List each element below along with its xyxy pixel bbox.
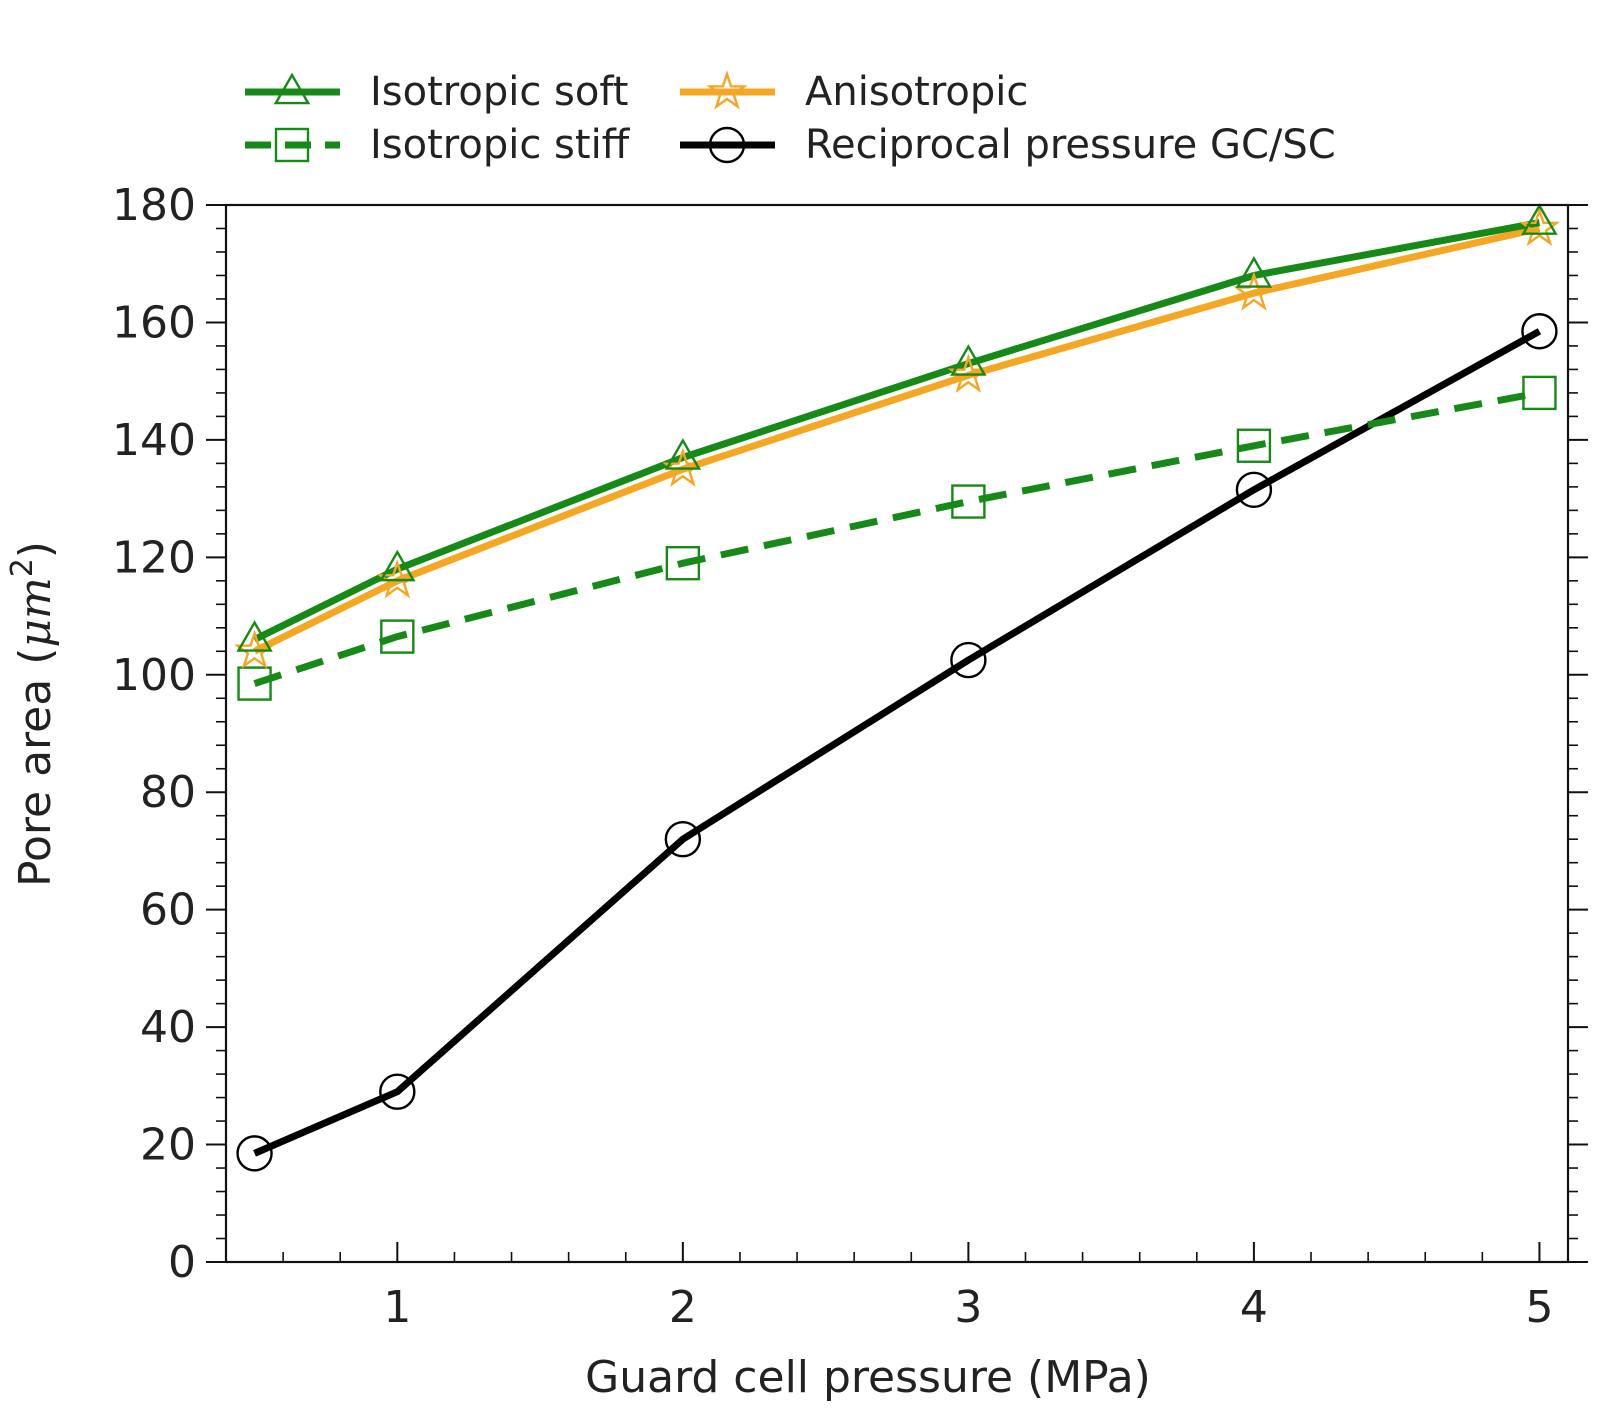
x-tick-label: 3 [954,1282,982,1333]
y-tick-label: 180 [112,180,196,231]
x-tick-label: 1 [383,1282,411,1333]
legend-label-isotropic-soft: Isotropic soft [370,69,628,115]
data-point-isotropic-stiff [1236,428,1272,463]
y-tick-label: 20 [140,1120,196,1171]
x-tick-label: 4 [1240,1282,1268,1333]
series-line-isotropic-soft [253,219,1541,643]
y-axis-label-exponent: 2 [5,558,40,577]
x-tick-label: 2 [669,1282,697,1333]
data-point-reciprocal-pressure-gc-sc [1235,471,1273,509]
plot-frame [224,203,1570,1264]
axes: 0 20 40 60 80 100 120 140 160 180 1 2 3 4 5 [112,180,1588,1333]
data-point-isotropic-soft [1521,203,1558,235]
x-axis-label: Guard cell pressure (MPa) [585,1352,1151,1403]
y-tick-label: 80 [140,767,196,818]
data-point-isotropic-soft [1235,256,1273,288]
data-point-reciprocal-pressure-gc-sc [379,1073,416,1110]
data-point-reciprocal-pressure-gc-sc [664,821,702,858]
data-point-isotropic-soft [236,620,273,652]
data-point-reciprocal-pressure-gc-sc [1521,313,1558,350]
data-point-isotropic-stiff [237,666,272,701]
data-point-isotropic-stiff [380,619,415,654]
y-tick-label: 40 [140,1002,196,1053]
data-point-isotropic-soft [950,344,987,376]
data-point-isotropic-stiff [665,546,701,581]
legend-entry-anisotropic: Anisotropic [680,69,1028,115]
y-tick-label: 160 [112,297,196,348]
y-tick-label: 100 [112,650,196,701]
legend-marker-reciprocal-pressure-gc-sc [708,126,746,164]
data-point-isotropic-stiff [951,484,986,519]
legend: Isotropic soft Isotropic stiff Anisotropic… [245,69,1336,168]
data-point-anisotropic [1518,206,1561,247]
y-axis-label-unit: μm [10,577,61,647]
legend-entry-reciprocal-pressure-gc-sc: Reciprocal pressure GC/SC [680,122,1336,168]
y-tick-label: 120 [112,532,196,583]
series-line-reciprocal-pressure-gc-sc [253,328,1542,1157]
series-line-isotropic-stiff [253,389,1541,687]
legend-marker-isotropic-stiff [274,127,310,163]
legend-label-isotropic-stiff: Isotropic stiff [370,122,631,168]
y-axis-label-prefix: Pore area ( [10,648,61,887]
data-point-reciprocal-pressure-gc-sc [950,641,987,679]
legend-marker-anisotropic [706,70,748,110]
y-tick-label: 60 [140,885,196,936]
legend-label-anisotropic: Anisotropic [805,69,1028,115]
data-point-isotropic-soft [664,438,702,470]
y-axis-label-suffix: ) [10,541,61,558]
data-point-isotropic-soft [379,549,416,582]
legend-entry-isotropic-soft: Isotropic soft [245,69,628,115]
data-point-reciprocal-pressure-gc-sc [236,1135,273,1172]
series-line-anisotropic [253,225,1541,655]
y-axis-label: Pore area (μm2) [5,541,61,887]
legend-label-reciprocal-pressure-gc-sc: Reciprocal pressure GC/SC [805,122,1336,168]
y-tick-label: 140 [112,415,196,466]
legend-entry-isotropic-stiff: Isotropic stiff [245,122,631,168]
legend-marker-isotropic-soft [273,72,311,105]
x-tick-label: 5 [1525,1282,1553,1333]
plot-area [233,203,1561,1172]
data-point-isotropic-stiff [1522,375,1557,411]
y-tick-label: 0 [168,1237,196,1288]
